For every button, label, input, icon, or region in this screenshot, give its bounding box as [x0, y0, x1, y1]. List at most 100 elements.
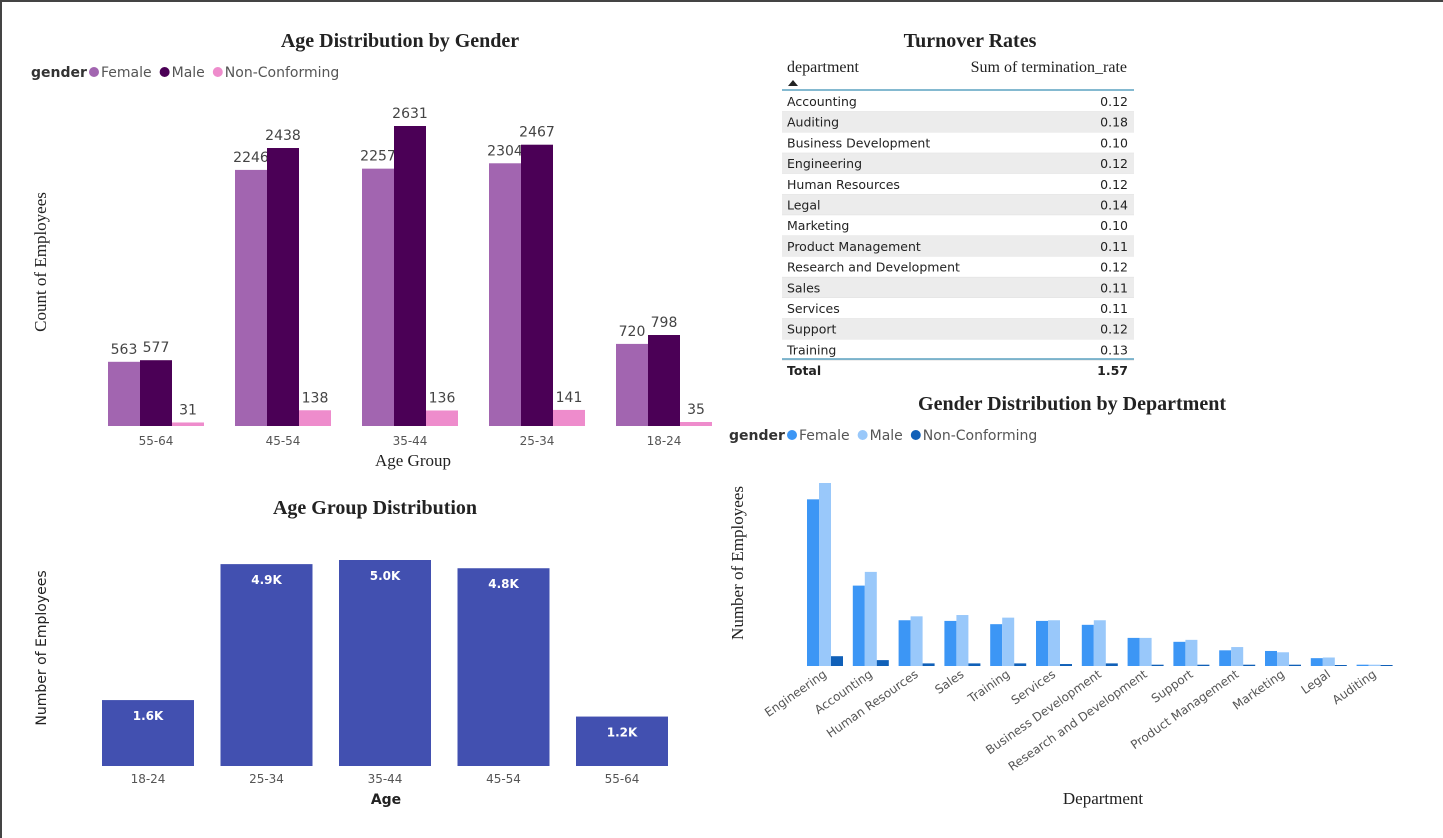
table-row[interactable]: Legal 0.14 — [782, 194, 1134, 216]
bar-research-and-development-male[interactable] — [1139, 637, 1152, 666]
table-row[interactable]: Training 0.13 — [782, 339, 1134, 361]
bar-marketing-non-conforming[interactable] — [1289, 664, 1301, 666]
bar-45-54[interactable] — [457, 568, 550, 766]
bar-services-non-conforming[interactable] — [1060, 664, 1072, 666]
x-tick-training: Training — [965, 667, 1013, 706]
table-row[interactable]: Services 0.11 — [782, 298, 1134, 320]
table-header-department[interactable]: department — [787, 59, 860, 76]
bar-human-resources-non-conforming[interactable] — [922, 663, 935, 666]
data-label-45-54-non-conforming: 138 — [302, 390, 329, 406]
legend-marker-non-conforming[interactable] — [910, 430, 921, 440]
bar-auditing-male[interactable] — [1368, 664, 1381, 666]
table-row[interactable]: Product Management 0.11 — [782, 235, 1134, 258]
bar-training-male[interactable] — [1002, 617, 1015, 666]
bar-support-non-conforming[interactable] — [1197, 664, 1210, 666]
legend-label-female[interactable]: Female — [101, 65, 152, 81]
bar-marketing-female[interactable] — [1265, 650, 1277, 666]
bar-legal-female[interactable] — [1310, 658, 1323, 666]
bar-business-development-non-conforming[interactable] — [1105, 663, 1118, 666]
bar-human-resources-female[interactable] — [898, 620, 911, 666]
bar-engineering-non-conforming[interactable] — [831, 656, 843, 666]
bar-training-non-conforming[interactable] — [1014, 663, 1027, 666]
legend-marker-male[interactable] — [857, 430, 868, 440]
legend-label-female[interactable]: Female — [799, 428, 850, 444]
bar-35-44-non-conforming[interactable] — [426, 410, 458, 426]
bar-45-54-female[interactable] — [235, 169, 267, 426]
bar-accounting-female[interactable] — [852, 585, 865, 666]
bar-18-24-non-conforming[interactable] — [680, 422, 712, 426]
bar-25-34-male[interactable] — [521, 144, 553, 426]
table-row-background — [782, 194, 1134, 216]
bar-research-and-development-non-conforming[interactable] — [1151, 664, 1164, 666]
legend-marker-non-conforming[interactable] — [212, 67, 223, 77]
bar-engineering-male[interactable] — [819, 483, 831, 666]
legend-marker-female[interactable] — [89, 67, 99, 77]
table-row[interactable]: Support 0.12 — [782, 318, 1134, 340]
legend-marker-female[interactable] — [787, 430, 797, 440]
table-row[interactable]: Human Resources 0.12 — [782, 173, 1134, 195]
table-cell-termination-rate: 0.11 — [1100, 280, 1128, 295]
legend-marker-male[interactable] — [159, 67, 170, 77]
bar-sales-non-conforming[interactable] — [968, 663, 981, 666]
bar-35-44-male[interactable] — [394, 126, 426, 426]
age-gender-ylabel: Count of Employees — [31, 192, 50, 332]
bar-sales-female[interactable] — [944, 620, 957, 666]
table-row[interactable]: Research and Development 0.12 — [782, 256, 1134, 278]
table-row[interactable]: Marketing 0.10 — [782, 215, 1134, 237]
sort-ascending-icon[interactable] — [788, 80, 798, 86]
table-row[interactable]: Business Development 0.10 — [782, 132, 1134, 154]
bar-marketing-male[interactable] — [1277, 652, 1289, 666]
bar-25-34[interactable] — [220, 564, 313, 766]
bar-business-development-male[interactable] — [1093, 620, 1106, 666]
table-row-background — [782, 153, 1134, 174]
bar-55-64-male[interactable] — [140, 360, 172, 426]
bar-legal-non-conforming[interactable] — [1334, 665, 1347, 666]
bar-business-development-female[interactable] — [1081, 624, 1094, 666]
bar-engineering-female[interactable] — [807, 499, 819, 666]
table-row[interactable]: Engineering 0.12 — [782, 153, 1134, 175]
table-row[interactable]: Accounting 0.12 — [782, 91, 1134, 113]
bar-research-and-development-female[interactable] — [1127, 637, 1140, 666]
legend-label-non-conforming[interactable]: Non-Conforming — [923, 428, 1037, 444]
table-cell-termination-rate: 0.10 — [1100, 135, 1128, 150]
bar-legal-male[interactable] — [1322, 657, 1335, 666]
legend-label-male[interactable]: Male — [870, 428, 903, 444]
bar-18-24-male[interactable] — [648, 335, 680, 426]
legend-label-non-conforming[interactable]: Non-Conforming — [225, 65, 339, 81]
bar-services-male[interactable] — [1048, 620, 1060, 666]
bar-25-34-female[interactable] — [489, 163, 521, 427]
bar-sales-male[interactable] — [956, 615, 969, 666]
bar-45-54-non-conforming[interactable] — [299, 410, 331, 426]
legend-label-male[interactable]: Male — [172, 65, 205, 81]
bar-55-64[interactable] — [576, 716, 668, 766]
bar-human-resources-male[interactable] — [910, 616, 923, 666]
bar-product-management-non-conforming[interactable] — [1243, 664, 1256, 666]
table-header-termination-rate[interactable]: Sum of termination_rate — [971, 59, 1127, 76]
bar-support-female[interactable] — [1173, 641, 1186, 666]
bar-35-44[interactable] — [339, 560, 431, 766]
table-row[interactable]: Sales 0.11 — [782, 277, 1134, 299]
data-label-25-34-non-conforming: 141 — [556, 390, 583, 406]
bar-auditing-non-conforming[interactable] — [1380, 665, 1393, 666]
data-label-55-64-male: 577 — [143, 340, 170, 356]
bar-18-24-female[interactable] — [616, 343, 648, 426]
bar-auditing-female[interactable] — [1356, 664, 1369, 666]
data-label-55-64-female: 563 — [111, 342, 138, 358]
bar-services-female[interactable] — [1036, 620, 1048, 666]
dept-gender-title: Gender Distribution by Department — [918, 393, 1226, 415]
bar-25-34-non-conforming[interactable] — [553, 409, 585, 426]
x-tick-35-44: 35-44 — [368, 772, 403, 786]
bar-training-female[interactable] — [990, 624, 1003, 666]
bar-product-management-male[interactable] — [1231, 647, 1244, 666]
bar-product-management-female[interactable] — [1219, 650, 1232, 666]
bar-accounting-non-conforming[interactable] — [876, 660, 889, 666]
bar-support-male[interactable] — [1185, 639, 1198, 666]
bar-55-64-non-conforming[interactable] — [172, 422, 204, 426]
table-row[interactable]: Auditing 0.18 — [782, 111, 1134, 133]
bar-18-24[interactable] — [102, 700, 194, 766]
bar-accounting-male[interactable] — [864, 571, 877, 666]
bar-45-54-male[interactable] — [267, 148, 299, 426]
bar-55-64-female[interactable] — [108, 361, 140, 426]
bar-35-44-female[interactable] — [362, 168, 394, 426]
